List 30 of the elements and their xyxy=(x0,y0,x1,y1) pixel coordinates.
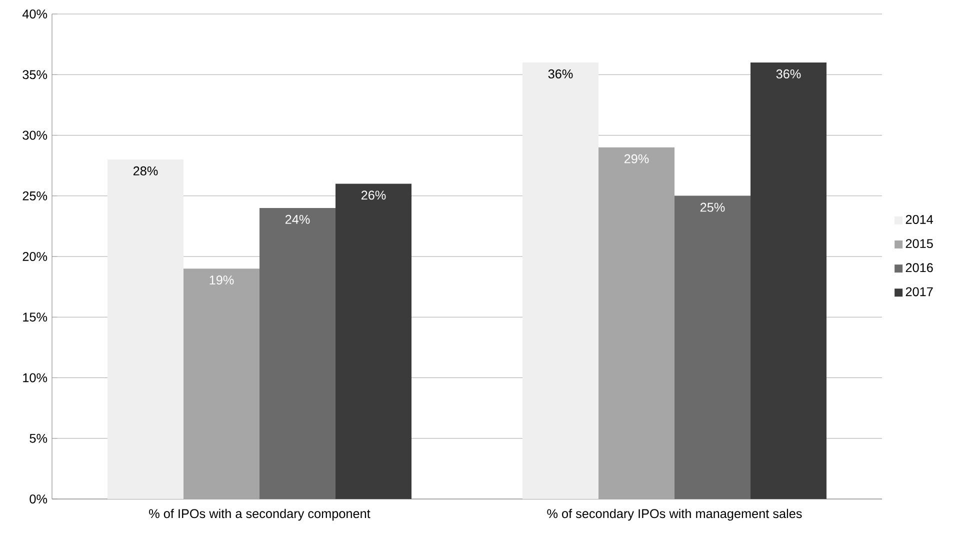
y-tick-label: 40% xyxy=(22,10,48,18)
y-tick-label: 15% xyxy=(23,312,48,322)
bar xyxy=(674,196,751,499)
data-label: 36% xyxy=(776,69,801,78)
bar xyxy=(108,160,184,499)
legend-label: 2017 xyxy=(906,287,933,296)
data-label: 24% xyxy=(285,214,310,224)
legend-label: 2014 xyxy=(906,215,934,224)
y-tick-label: 25% xyxy=(22,191,48,200)
bar xyxy=(336,184,412,499)
data-label: 28% xyxy=(133,166,158,176)
y-tick-label: 5% xyxy=(30,434,48,443)
data-label: 29% xyxy=(624,154,649,164)
y-tick-label: 20% xyxy=(22,252,48,261)
bar xyxy=(184,268,260,499)
legend-label: 2015 xyxy=(906,239,933,248)
bar xyxy=(750,62,827,499)
y-tick-label: 35% xyxy=(22,70,48,80)
y-tick-label: 0% xyxy=(30,494,48,504)
data-label: 25% xyxy=(700,202,725,212)
legend-label: 2016 xyxy=(906,263,933,272)
x-tick-label: % of IPOs with a secondary component xyxy=(149,508,370,521)
data-label: 26% xyxy=(361,190,386,200)
bar xyxy=(522,62,599,499)
y-tick-label: 30% xyxy=(22,130,48,140)
data-label: 19% xyxy=(210,276,234,285)
bar xyxy=(260,208,336,499)
x-tick-label: % of secondary IPOs with management sales xyxy=(547,508,802,521)
y-tick-label: 10% xyxy=(23,373,48,382)
data-label: 36% xyxy=(548,69,573,78)
